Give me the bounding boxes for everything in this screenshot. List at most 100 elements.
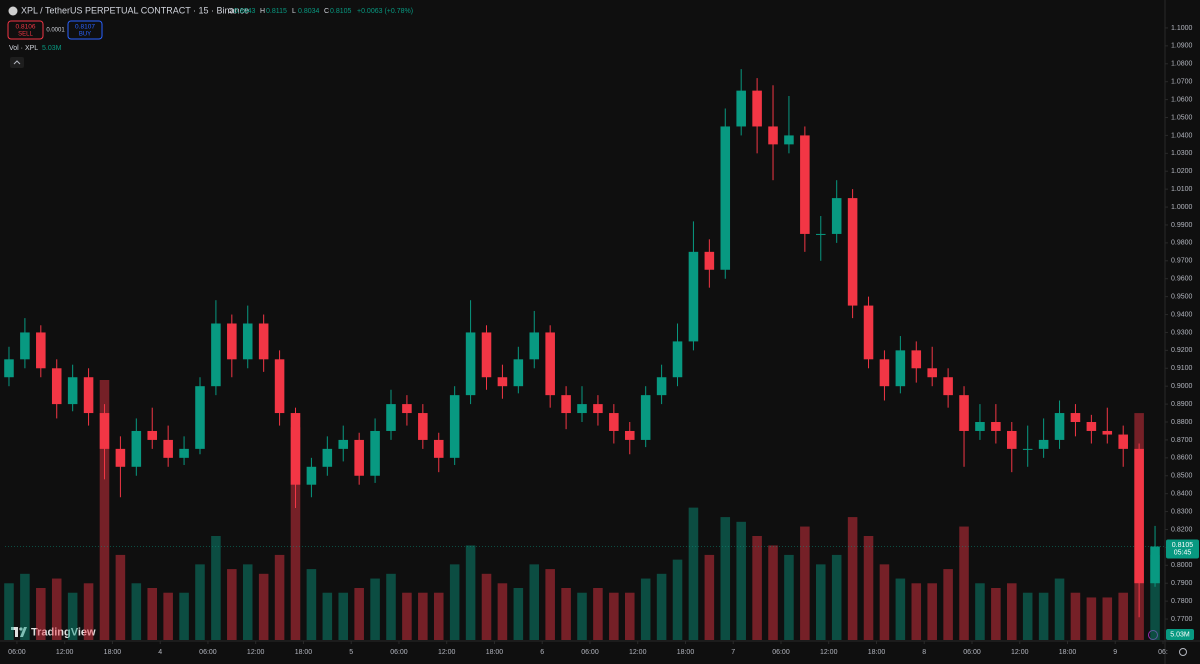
volume-bar xyxy=(688,507,699,640)
volume-bar xyxy=(943,569,953,640)
x-tick-label: 7 xyxy=(731,649,735,656)
volume-bar xyxy=(529,564,540,640)
y-tick-label: 1.0000 xyxy=(1171,204,1193,211)
volume-bar xyxy=(322,592,333,640)
symbol-title: XPL / TetherUS PERPETUAL CONTRACT · 15 ·… xyxy=(21,5,249,15)
alert-icon[interactable] xyxy=(1148,630,1158,640)
y-tick-label: 0.7700 xyxy=(1171,616,1193,623)
sell-button[interactable] xyxy=(7,20,44,40)
volume-bar xyxy=(1150,554,1160,640)
volume-tag-label: 5.03M xyxy=(1170,631,1190,638)
candle-body xyxy=(115,448,126,467)
y-tick-label: 1.0600 xyxy=(1171,96,1193,103)
logo-text: TradingView xyxy=(31,626,96,638)
candle-body xyxy=(1070,413,1081,423)
volume-bar xyxy=(36,588,46,640)
volume-legend-value: 5.03M xyxy=(42,45,62,52)
volume-bar xyxy=(593,588,603,640)
volume-bar xyxy=(879,564,890,640)
volume-bar xyxy=(465,545,476,640)
y-tick-label: 1.0400 xyxy=(1171,132,1193,139)
candle-body xyxy=(83,377,94,414)
x-tick-label: 06:00 xyxy=(772,649,790,656)
volume-bar xyxy=(402,592,412,640)
volume-bar xyxy=(338,592,349,640)
x-tick-label: 06: xyxy=(1158,649,1168,656)
x-tick-label: 12:00 xyxy=(629,649,647,656)
volume-bar xyxy=(290,427,301,640)
x-tick-label: 12:00 xyxy=(438,649,456,656)
volume-bar xyxy=(927,583,937,640)
candle-body xyxy=(163,439,173,458)
volume-bar xyxy=(577,592,587,640)
y-tick-label: 1.0100 xyxy=(1171,186,1193,193)
candle-body xyxy=(290,413,301,485)
y-tick-label: 0.9700 xyxy=(1171,258,1193,265)
buy-label: BUY xyxy=(79,32,91,38)
candle-body xyxy=(577,404,587,414)
candle-body xyxy=(99,413,110,449)
candle-body xyxy=(306,466,317,485)
candle-body xyxy=(768,126,778,145)
candle-body xyxy=(975,422,985,431)
volume-bar xyxy=(99,380,110,640)
y-tick-label: 0.7900 xyxy=(1171,580,1193,587)
y-tick-label: 0.8400 xyxy=(1171,491,1193,498)
candle-body xyxy=(847,198,858,306)
y-tick-label: 0.8800 xyxy=(1171,419,1193,426)
x-tick-label: 12:00 xyxy=(56,649,74,656)
candles xyxy=(4,69,1160,618)
collapse-button[interactable] xyxy=(10,57,24,68)
y-tick-label: 0.8000 xyxy=(1171,562,1193,569)
candle-body xyxy=(36,332,46,369)
candle-body xyxy=(959,395,969,431)
y-tick-label: 1.1000 xyxy=(1171,25,1193,32)
x-tick-label: 18:00 xyxy=(677,649,695,656)
volume-bar xyxy=(1118,592,1128,640)
y-tick-label: 0.9900 xyxy=(1171,222,1193,229)
ohlc-label: O xyxy=(228,8,234,15)
x-tick-label: 12:00 xyxy=(1011,649,1029,656)
candle-body xyxy=(179,448,189,458)
volume-tag xyxy=(1166,629,1194,640)
volume-bar xyxy=(354,588,364,640)
volume-bar xyxy=(433,592,444,640)
settings-icon[interactable] xyxy=(1179,648,1187,656)
volume-bar xyxy=(4,583,14,640)
y-tick-label: 0.8700 xyxy=(1171,437,1193,444)
volume-pane xyxy=(4,380,1160,640)
candle-body xyxy=(879,359,890,387)
volume-bar xyxy=(991,588,1001,640)
sell-label: SELL xyxy=(18,32,33,38)
volume-bar xyxy=(1022,592,1033,640)
volume-bar xyxy=(242,564,253,640)
volume-bar xyxy=(497,583,508,640)
logo: TradingView xyxy=(11,626,96,638)
y-tick-label: 0.9300 xyxy=(1171,329,1193,336)
y-tick-label: 0.8500 xyxy=(1171,473,1193,480)
volume-bar xyxy=(83,583,94,640)
y-tick-label: 1.0800 xyxy=(1171,61,1193,68)
candle-body xyxy=(67,377,78,405)
candle-body xyxy=(624,430,635,440)
x-tick-label: 06:00 xyxy=(963,649,981,656)
candle-body xyxy=(529,332,540,360)
candle-body xyxy=(640,395,651,440)
last-price-tag xyxy=(1166,539,1199,559)
ohlc-value: 0.8043 xyxy=(234,8,256,15)
ohlc-label: C xyxy=(324,8,329,15)
volume-bar xyxy=(386,573,396,640)
y-tick-label: 0.9500 xyxy=(1171,293,1193,300)
ohlc-value: 0.8115 xyxy=(266,8,287,15)
candle-body xyxy=(418,413,428,440)
buy-button[interactable] xyxy=(67,20,103,40)
volume-bar xyxy=(1038,592,1049,640)
price-change: +0.0063 (+0.78%) xyxy=(357,8,413,15)
volume-bar xyxy=(561,588,571,640)
volume-bar xyxy=(720,517,731,640)
volume-bar xyxy=(975,583,985,640)
header: XPL / TetherUS PERPETUAL CONTRACT · 15 ·… xyxy=(7,5,249,68)
candle-body xyxy=(831,198,842,234)
candle-body xyxy=(672,341,683,378)
candle-body xyxy=(51,368,62,405)
